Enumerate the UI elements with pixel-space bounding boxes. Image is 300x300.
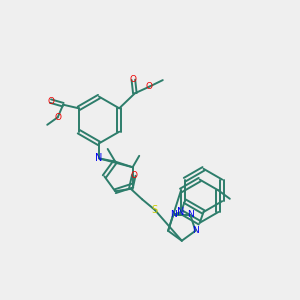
Text: N: N [187, 210, 194, 219]
Text: O: O [146, 82, 153, 91]
Text: N: N [177, 207, 185, 217]
Text: O: O [54, 113, 61, 122]
Text: N: N [95, 153, 103, 164]
Text: S: S [152, 205, 158, 215]
Text: N: N [170, 210, 177, 219]
Text: O: O [130, 75, 137, 84]
Text: O: O [47, 97, 54, 106]
Text: N: N [192, 226, 199, 235]
Text: O: O [130, 171, 137, 180]
